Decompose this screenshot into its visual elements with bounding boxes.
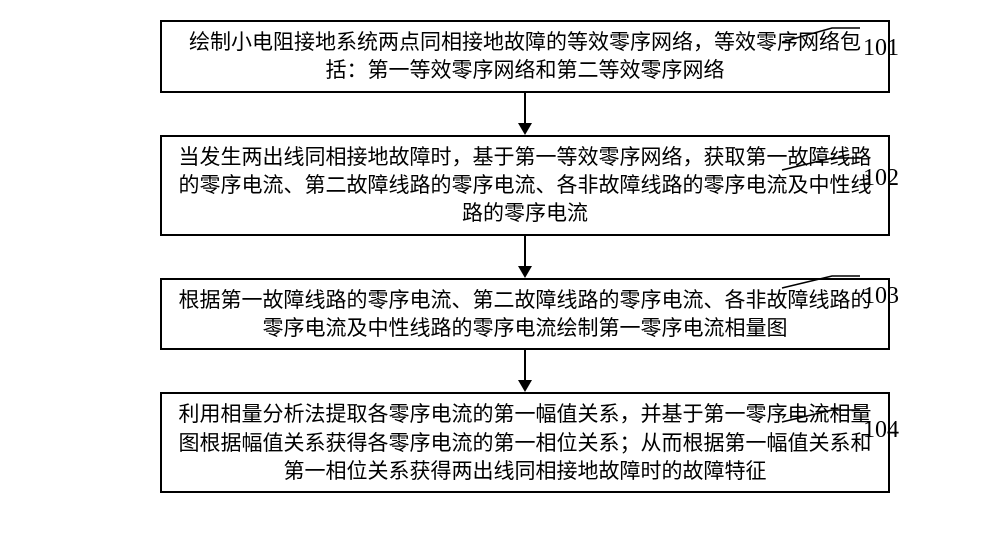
connector-3-4 (50, 350, 1000, 392)
step-text-104: 利用相量分析法提取各零序电流的第一幅值关系，并基于第一零序电流相量图根据幅值关系… (172, 400, 878, 485)
arrow-3-4 (518, 350, 532, 392)
step-label-103: 103 (863, 283, 899, 310)
arrow-1-2 (518, 93, 532, 135)
step-text-103: 根据第一故障线路的零序电流、第二故障线路的零序电流、各非故障线路的零序电流及中性… (172, 286, 878, 343)
step-box-102: 当发生两出线同相接地故障时，基于第一等效零序网络，获取第一故障线路的零序电流、第… (160, 135, 890, 236)
arrow-line (524, 236, 526, 266)
step-row-104: 利用相量分析法提取各零序电流的第一幅值关系，并基于第一零序电流相量图根据幅值关系… (0, 392, 1000, 493)
step-box-103: 根据第一故障线路的零序电流、第二故障线路的零序电流、各非故障线路的零序电流及中性… (160, 278, 890, 351)
arrow-head (518, 266, 532, 278)
step-row-103: 根据第一故障线路的零序电流、第二故障线路的零序电流、各非故障线路的零序电流及中性… (0, 278, 1000, 351)
arrow-line (524, 93, 526, 123)
step-row-101: 绘制小电阻接地系统两点同相接地故障的等效零序网络，等效零序网络包括：第一等效零序… (0, 20, 1000, 93)
flowchart-container: 绘制小电阻接地系统两点同相接地故障的等效零序网络，等效零序网络包括：第一等效零序… (0, 20, 1000, 493)
step-label-104: 104 (863, 417, 899, 444)
arrow-head (518, 380, 532, 392)
step-text-101: 绘制小电阻接地系统两点同相接地故障的等效零序网络，等效零序网络包括：第一等效零序… (172, 28, 878, 85)
arrow-2-3 (518, 236, 532, 278)
connector-2-3 (50, 236, 1000, 278)
step-label-101: 101 (863, 35, 899, 62)
step-box-104: 利用相量分析法提取各零序电流的第一幅值关系，并基于第一零序电流相量图根据幅值关系… (160, 392, 890, 493)
step-label-102: 102 (863, 165, 899, 192)
connector-1-2 (50, 93, 1000, 135)
step-row-102: 当发生两出线同相接地故障时，基于第一等效零序网络，获取第一故障线路的零序电流、第… (0, 135, 1000, 236)
arrow-line (524, 350, 526, 380)
step-text-102: 当发生两出线同相接地故障时，基于第一等效零序网络，获取第一故障线路的零序电流、第… (172, 143, 878, 228)
arrow-head (518, 123, 532, 135)
step-box-101: 绘制小电阻接地系统两点同相接地故障的等效零序网络，等效零序网络包括：第一等效零序… (160, 20, 890, 93)
